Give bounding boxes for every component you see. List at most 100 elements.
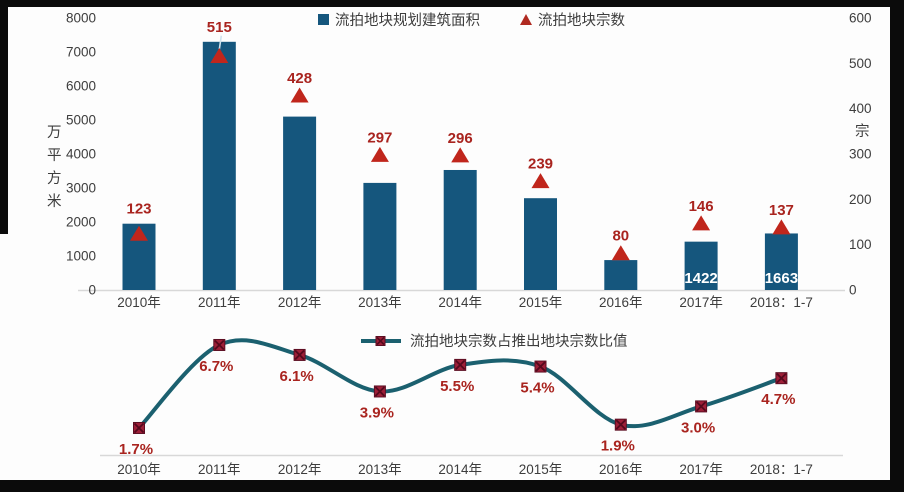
triangle-value-label: 146: [689, 198, 714, 215]
bar: [363, 182, 397, 290]
left-axis-tick-label: 7000: [66, 45, 96, 60]
bar: [283, 116, 317, 290]
line-marker: [534, 360, 547, 373]
triangle-marker: [611, 245, 630, 261]
bar: [443, 169, 477, 290]
top-category-label: 2012年: [278, 295, 322, 310]
line-marker: [614, 418, 627, 431]
left-axis-tick-label: 8000: [66, 11, 96, 26]
line-marker: [373, 385, 386, 398]
bottom-legend: 流拍地块宗数占推出地块宗数比值: [360, 330, 628, 351]
ratio-value-label: 3.0%: [681, 419, 715, 436]
ratio-value-label: 5.5%: [440, 378, 474, 395]
frame-strip-left: [0, 0, 8, 234]
bar-chart: 0 1000 2000 3000 4000 5000 6000 7000 8000 0 100 200…: [66, 11, 872, 311]
right-axis-tick-label: 0: [849, 283, 857, 298]
ratio-value-label: 1.7%: [119, 441, 153, 458]
bottom-category-label: 2012年: [278, 462, 322, 477]
ratio-value-label: 6.7%: [199, 358, 233, 375]
right-axis-tick-label: 400: [849, 101, 872, 116]
bar-series-swatch-icon: [318, 14, 329, 25]
ratio-value-label: 6.1%: [279, 368, 313, 385]
top-category-label: 2017年: [679, 295, 723, 310]
ratio-value-label: 1.9%: [601, 438, 635, 455]
bar: [604, 260, 638, 290]
right-axis-tick-label: 600: [849, 11, 872, 26]
bar-value-label: 1663: [765, 270, 798, 287]
bottom-category-label: 2014年: [438, 462, 482, 477]
triangle-marker: [290, 87, 309, 103]
ratio-value-label: 4.7%: [761, 391, 795, 408]
triangle-marker: [210, 48, 229, 64]
top-category-label: 2013年: [358, 295, 402, 310]
top-category-label: 2014年: [438, 295, 482, 310]
triangle-value-label: 297: [367, 129, 392, 146]
triangle-series-swatch-icon: [520, 14, 532, 25]
bar-value-label: 1422: [684, 270, 717, 287]
left-axis-tick-label: 3000: [66, 181, 96, 196]
triangle-value-label: 515: [207, 19, 232, 36]
top-category-label: 2015年: [519, 295, 563, 310]
legend-label-ratio: 流拍地块宗数占推出地块宗数比值: [410, 334, 628, 350]
left-axis-unit-label: 万平方米: [47, 125, 62, 210]
left-axis-tick-label: 6000: [66, 79, 96, 94]
top-category-label: 2010年: [117, 295, 161, 310]
bottom-category-label: 2010年: [117, 462, 161, 477]
triangle-marker: [692, 215, 711, 231]
right-axis-unit-label: 宗: [855, 124, 870, 140]
left-axis-tick-label: 5000: [66, 113, 96, 128]
triangle-value-label: 428: [287, 70, 312, 87]
triangle-marker: [772, 219, 791, 235]
right-axis-tick-label: 500: [849, 56, 872, 71]
line-marker: [695, 400, 708, 413]
line-marker: [213, 338, 226, 351]
bottom-category-label: 2017年: [679, 462, 723, 477]
top-category-label: 2016年: [599, 295, 643, 310]
triangle-marker: [451, 147, 470, 163]
line-marker: [133, 421, 145, 434]
frame-strip-top: [0, 0, 904, 7]
bar: [202, 41, 236, 290]
triangle-marker: [370, 146, 389, 162]
line-marker: [454, 358, 467, 371]
right-axis-tick-label: 300: [849, 147, 872, 162]
triangle-value-label: 239: [528, 156, 553, 173]
top-category-label: 2018：1-7: [750, 295, 813, 310]
left-axis-tick-label: 2000: [66, 215, 96, 230]
bottom-category-label: 2011年: [198, 462, 241, 477]
right-axis-tick-label: 200: [849, 192, 872, 207]
bar: [524, 198, 557, 290]
legend-label-plot-count: 流拍地块宗数: [538, 13, 625, 29]
triangle-value-label: 123: [126, 201, 151, 218]
line-chart: 2010年 2011年 2012年 2013年 2014年 2015年 2016年 2017年…: [100, 338, 843, 477]
bottom-category-label: 2016年: [599, 462, 643, 477]
bottom-category-label: 2015年: [519, 462, 563, 477]
line-marker: [775, 372, 788, 385]
frame-strip-right: [890, 0, 904, 492]
triangle-value-label: 80: [612, 228, 629, 245]
bottom-category-label: 2018：1-7: [750, 462, 813, 477]
ratio-value-label: 5.4%: [520, 380, 554, 397]
legend-item-building-area: 流拍地块规划建筑面积: [318, 9, 480, 30]
ratio-value-label: 3.9%: [360, 404, 394, 421]
triangle-marker: [130, 225, 148, 241]
bottom-category-label: 2013年: [358, 462, 402, 477]
left-axis-tick-label: 0: [88, 283, 96, 298]
line-marker: [293, 348, 306, 361]
right-axis-tick-label: 100: [849, 237, 872, 252]
line-series-swatch-icon: [360, 334, 402, 348]
legend-label-building-area: 流拍地块规划建筑面积: [335, 13, 480, 29]
legend-item-plot-count: 流拍地块宗数: [520, 9, 625, 30]
triangle-marker: [531, 173, 550, 189]
left-axis-tick-label: 1000: [66, 249, 96, 264]
bar: [684, 241, 718, 290]
triangle-value-label: 137: [769, 202, 794, 219]
triangle-value-label: 296: [448, 130, 473, 147]
left-axis-tick-label: 4000: [66, 147, 96, 162]
bar: [764, 233, 798, 290]
leader-line: [218, 35, 223, 50]
frame-strip-bottom: [0, 480, 904, 492]
top-category-label: 2011年: [198, 295, 241, 310]
